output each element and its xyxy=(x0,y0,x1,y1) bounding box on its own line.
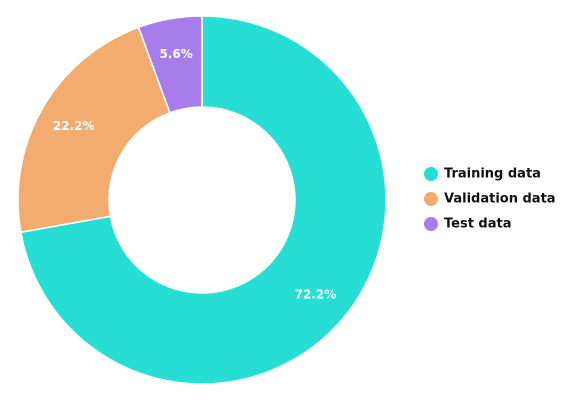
legend-label-test-data: Test data xyxy=(444,217,512,232)
slice-label-training-data: 72.2% xyxy=(295,288,337,302)
slice-label-test-data: 5.6% xyxy=(159,47,192,61)
legend-item-validation-data[interactable]: Validation data xyxy=(424,192,556,207)
legend-marker-training-data xyxy=(424,167,438,181)
legend-item-test-data[interactable]: Test data xyxy=(424,217,512,232)
slice-label-validation-data: 22.2% xyxy=(53,119,95,133)
slice-test-data[interactable] xyxy=(137,15,203,114)
legend: Training data Validation data Test data xyxy=(424,167,556,232)
slice-labels: 72.2% 22.2% 5.6% xyxy=(53,47,336,302)
legend-label-validation-data: Validation data xyxy=(444,192,556,207)
legend-item-training-data[interactable]: Training data xyxy=(424,167,541,182)
slice-validation-data[interactable] xyxy=(17,26,171,234)
legend-marker-test-data xyxy=(424,217,438,231)
legend-label-training-data: Training data xyxy=(444,167,541,182)
slice-training-data[interactable] xyxy=(19,15,387,385)
legend-marker-validation-data xyxy=(424,192,438,206)
donut-slices xyxy=(17,15,387,385)
